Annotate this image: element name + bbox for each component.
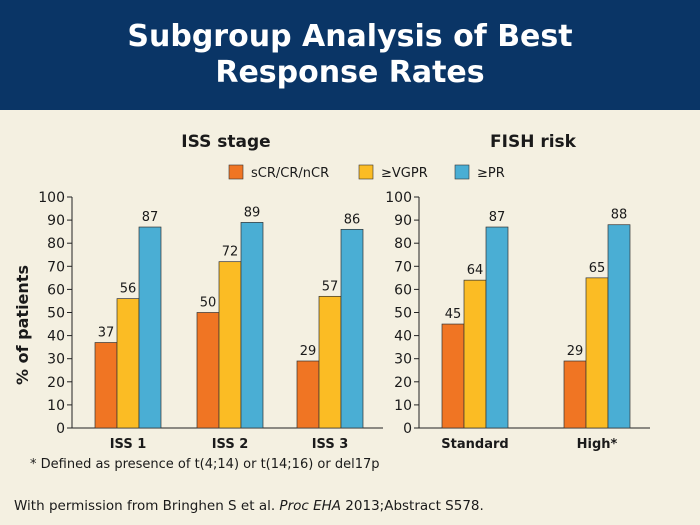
y-tick-label-0-100: 100: [38, 190, 65, 206]
y-tick-label-1-80: 80: [394, 236, 412, 252]
bar-0-2-0: [296, 360, 320, 429]
y-tick-label-1-70: 70: [394, 259, 412, 275]
y-tick-label-0-70: 70: [47, 259, 65, 275]
y-tick-label-1-60: 60: [394, 282, 412, 298]
y-tick-label-0-80: 80: [47, 236, 65, 252]
y-tick-label-1-90: 90: [394, 213, 412, 229]
bar-0-1-0: [196, 312, 220, 429]
y-tick-label-0-10: 10: [47, 398, 65, 414]
slide-title: Subgroup Analysis of Best Response Rates: [127, 19, 573, 90]
bar-1-1-2: [607, 224, 631, 429]
data-label-0-2-2: 86: [344, 212, 361, 227]
bar-0-0-2: [138, 226, 162, 429]
bar-0-1-2: [240, 222, 264, 429]
y-tick-label-0-40: 40: [47, 329, 65, 345]
bar-1-0-1: [463, 279, 487, 429]
charts-svg: sCR/CR/nCR ≥VGPR ≥PR % of patients ISS stage…: [13, 132, 650, 452]
y-tick-label-0-50: 50: [47, 306, 65, 322]
data-label-0-1-0: 50: [200, 296, 217, 311]
legend-label-0: sCR/CR/nCR: [251, 166, 329, 181]
credit-suffix: 2013;Abstract S578.: [341, 498, 484, 514]
data-label-1-1-0: 29: [567, 344, 584, 359]
legend-swatch-2: [454, 164, 470, 180]
x-tick-label-1-1: High*: [577, 437, 618, 452]
data-label-1-0-1: 64: [467, 263, 484, 278]
credit-line: With permission from Bringhen S et al. P…: [14, 498, 484, 514]
slide-header: Subgroup Analysis of Best Response Rates: [0, 0, 700, 110]
x-tick-label-0-0: ISS 1: [110, 437, 147, 452]
y-tick-label-1-40: 40: [394, 329, 412, 345]
data-label-0-0-1: 56: [120, 282, 137, 297]
y-tick-label-0-60: 60: [47, 282, 65, 298]
bar-0-1-1: [218, 261, 242, 429]
bar-1-0-2: [485, 226, 509, 429]
panel-title-0: ISS stage: [181, 132, 270, 152]
bar-0-2-2: [340, 228, 364, 429]
x-tick-label-0-2: ISS 3: [312, 437, 349, 452]
data-label-0-0-0: 37: [98, 326, 115, 341]
legend-label-2: ≥PR: [477, 166, 505, 181]
y-tick-label-1-0: 0: [403, 421, 412, 437]
data-label-0-1-2: 89: [244, 205, 261, 220]
y-tick-label-1-30: 30: [394, 352, 412, 368]
credit-journal: Proc EHA: [279, 498, 342, 514]
bar-0-2-1: [318, 295, 342, 429]
bar-1-0-0: [441, 323, 465, 429]
legend-label-1: ≥VGPR: [381, 166, 428, 181]
x-tick-label-1-0: Standard: [441, 437, 508, 452]
data-label-1-1-1: 65: [589, 261, 606, 276]
y-tick-label-0-30: 30: [47, 352, 65, 368]
bar-1-1-1: [585, 277, 609, 429]
credit-prefix: With permission from Bringhen S et al.: [14, 498, 280, 514]
y-tick-label-1-20: 20: [394, 375, 412, 391]
y-tick-label-0-0: 0: [56, 421, 65, 437]
data-label-1-1-2: 88: [611, 208, 628, 223]
bar-1-1-0: [563, 360, 587, 429]
legend-swatch-0: [228, 164, 244, 180]
y-tick-label-0-90: 90: [47, 213, 65, 229]
y-tick-label-1-100: 100: [385, 190, 412, 206]
data-label-0-1-1: 72: [222, 245, 239, 260]
x-tick-label-0-1: ISS 2: [212, 437, 249, 452]
y-tick-label-1-50: 50: [394, 306, 412, 322]
data-label-0-0-2: 87: [142, 210, 159, 225]
data-label-1-0-0: 45: [445, 307, 462, 322]
data-label-0-2-1: 57: [322, 279, 339, 294]
data-label-1-0-2: 87: [489, 210, 506, 225]
data-label-0-2-0: 29: [300, 344, 317, 359]
footnote: * Defined as presence of t(4;14) or t(14…: [30, 457, 380, 472]
charts-container: sCR/CR/nCR ≥VGPR ≥PR % of patients ISS stage…: [0, 110, 700, 470]
panel-title-1: FISH risk: [490, 132, 577, 152]
bar-0-0-1: [116, 298, 140, 429]
y-axis-title: % of patients: [13, 265, 32, 385]
y-tick-label-1-10: 10: [394, 398, 412, 414]
legend-swatch-1: [358, 164, 374, 180]
y-tick-label-0-20: 20: [47, 375, 65, 391]
bar-0-0-0: [94, 342, 118, 429]
